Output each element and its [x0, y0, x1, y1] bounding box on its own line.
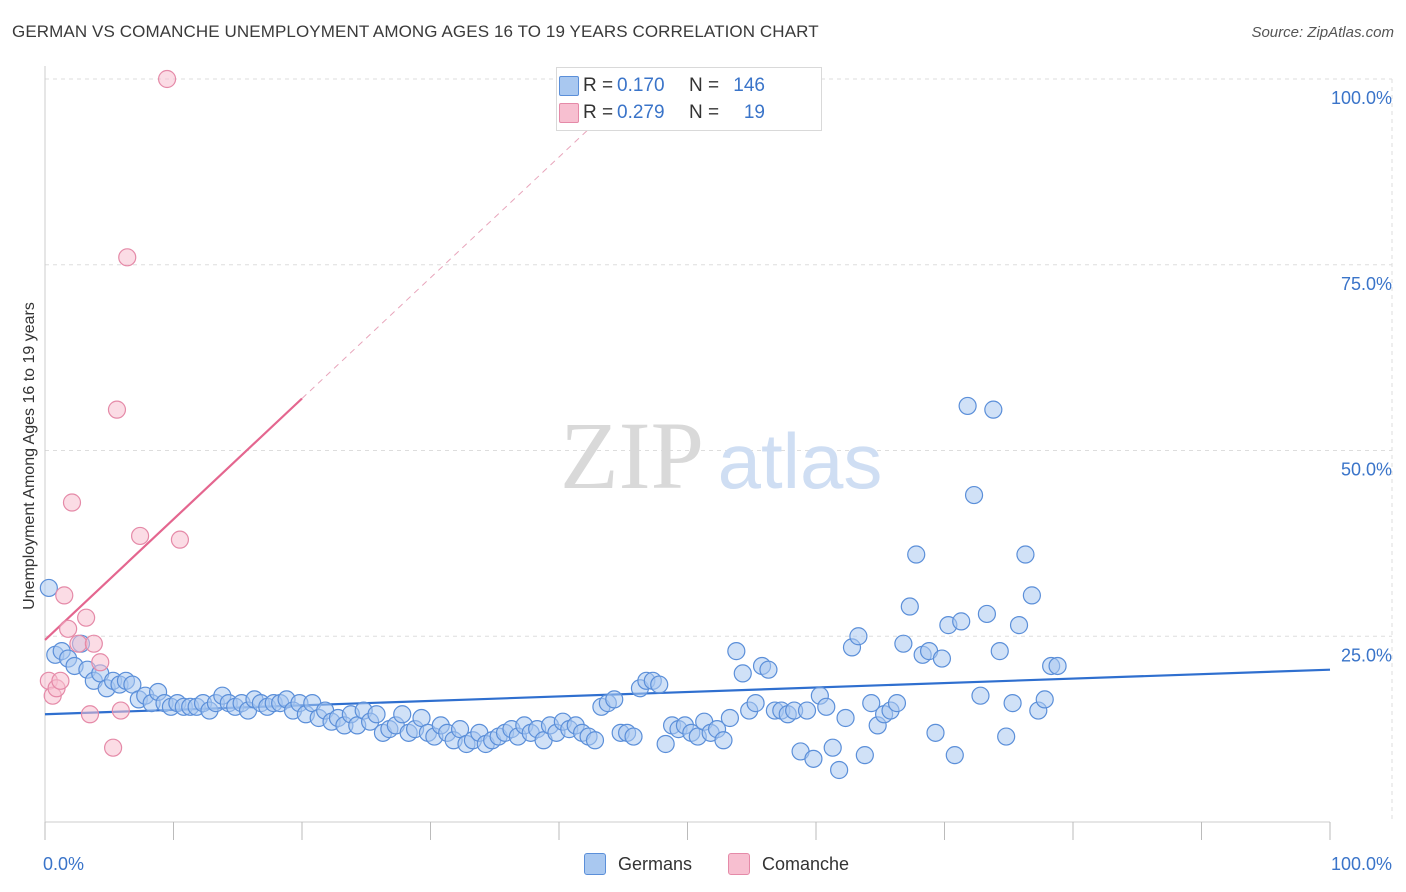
comanche-point — [107, 400, 127, 419]
comanche-point — [62, 493, 82, 512]
german-point — [1016, 545, 1035, 564]
comanche-point — [55, 586, 74, 605]
german-point — [887, 694, 907, 713]
y-tick-label: 25.0% — [1341, 645, 1392, 665]
german-point — [720, 708, 740, 728]
german-point — [1009, 616, 1029, 635]
legend-comanche: Comanche — [728, 852, 849, 876]
watermark-zip: ZIP — [560, 402, 704, 509]
stats-legend: R = 0.170 N = 146 R = 0.279 N = 19 — [556, 67, 822, 131]
german-point — [1022, 586, 1041, 605]
comanche-point — [118, 248, 137, 267]
comanche-point — [69, 634, 88, 653]
german-point — [977, 604, 997, 624]
german-point — [727, 642, 746, 661]
legend-row-comanche: R = 0.279 N = 19 — [559, 101, 765, 125]
comanche-point — [59, 619, 78, 638]
comanche-point — [80, 705, 100, 724]
comanche-n-value: 19 — [743, 102, 765, 123]
comanche-point — [77, 608, 96, 627]
comanche-trend-extension — [301, 78, 643, 399]
german-point — [367, 705, 386, 724]
german-point — [759, 660, 778, 679]
comanche-swatch — [559, 103, 579, 123]
german-point — [817, 697, 836, 716]
german-point — [932, 649, 952, 668]
german-point — [849, 627, 868, 646]
german-point — [650, 675, 669, 694]
comanche-point — [111, 701, 130, 720]
watermark: ZIP atlas — [560, 402, 882, 509]
german-point — [907, 545, 926, 564]
german-point — [926, 723, 945, 742]
y-tick-label: 50.0% — [1341, 460, 1392, 480]
tick-labels: 25.0% 50.0% 75.0% 100.0% 0.0% 100.0% — [43, 88, 1392, 874]
german-point — [836, 708, 855, 728]
comanche-point — [130, 526, 150, 546]
comanche-point — [104, 738, 123, 757]
german-point — [990, 642, 1009, 661]
german-point — [823, 738, 842, 757]
grid-lines — [45, 78, 1393, 822]
german-point — [624, 727, 643, 746]
german-point — [585, 731, 605, 750]
comanche-r-value: 0.279 — [617, 102, 665, 123]
legend-row-germans: R = 0.170 N = 146 — [559, 74, 765, 98]
germans-n-value: 146 — [733, 75, 765, 96]
source-label: Source: ZipAtlas.com — [1251, 24, 1394, 41]
german-point — [605, 690, 624, 709]
german-point — [804, 749, 823, 768]
germans-legend-label: Germans — [618, 853, 693, 874]
watermark-atlas: atlas — [718, 417, 883, 505]
german-point — [958, 396, 977, 416]
german-point — [894, 634, 913, 653]
german-point — [862, 694, 881, 713]
german-point — [1048, 656, 1067, 676]
comanche-r-label: R = — [583, 102, 614, 123]
german-point — [971, 686, 990, 705]
german-point — [746, 694, 765, 713]
trend-lines — [44, 78, 1331, 716]
comanche-point — [157, 69, 177, 89]
germans-swatch — [559, 76, 579, 96]
german-point — [1003, 694, 1022, 713]
y-tick-label: 75.0% — [1341, 274, 1392, 294]
y-tick-label: 100.0% — [1331, 88, 1392, 108]
comanche-point — [51, 671, 70, 690]
comanche-point — [91, 653, 110, 672]
german-point — [39, 578, 58, 598]
german-point — [945, 746, 964, 765]
german-point — [733, 664, 752, 683]
germans-n-label: N = — [689, 75, 720, 96]
comanche-n-label: N = — [689, 102, 720, 123]
comanche-trend-line — [44, 397, 303, 641]
german-point — [997, 727, 1016, 746]
legend-germans: Germans — [584, 852, 692, 876]
german-point — [830, 760, 849, 780]
german-point — [656, 734, 675, 754]
german-point — [797, 701, 817, 720]
comanche-point — [84, 634, 103, 653]
x-tick-label: 100.0% — [1331, 854, 1392, 874]
german-point — [984, 400, 1003, 419]
german-point — [952, 612, 971, 631]
comanche-legend-label: Comanche — [762, 853, 850, 874]
x-tick-label: 0.0% — [43, 854, 84, 874]
germans-legend-swatch — [584, 853, 606, 875]
germans-r-value: 0.170 — [617, 75, 665, 96]
german-point — [964, 485, 984, 505]
comanche-legend-swatch — [728, 853, 750, 875]
german-point — [900, 597, 919, 616]
germans-r-label: R = — [583, 75, 614, 96]
data-points — [39, 69, 1067, 780]
chart-title: GERMAN VS COMANCHE UNEMPLOYMENT AMONG AG… — [12, 22, 819, 41]
comanche-point — [170, 530, 190, 549]
german-point — [855, 746, 874, 765]
german-point — [714, 731, 733, 750]
german-point — [1035, 690, 1054, 709]
german-point — [393, 705, 412, 724]
